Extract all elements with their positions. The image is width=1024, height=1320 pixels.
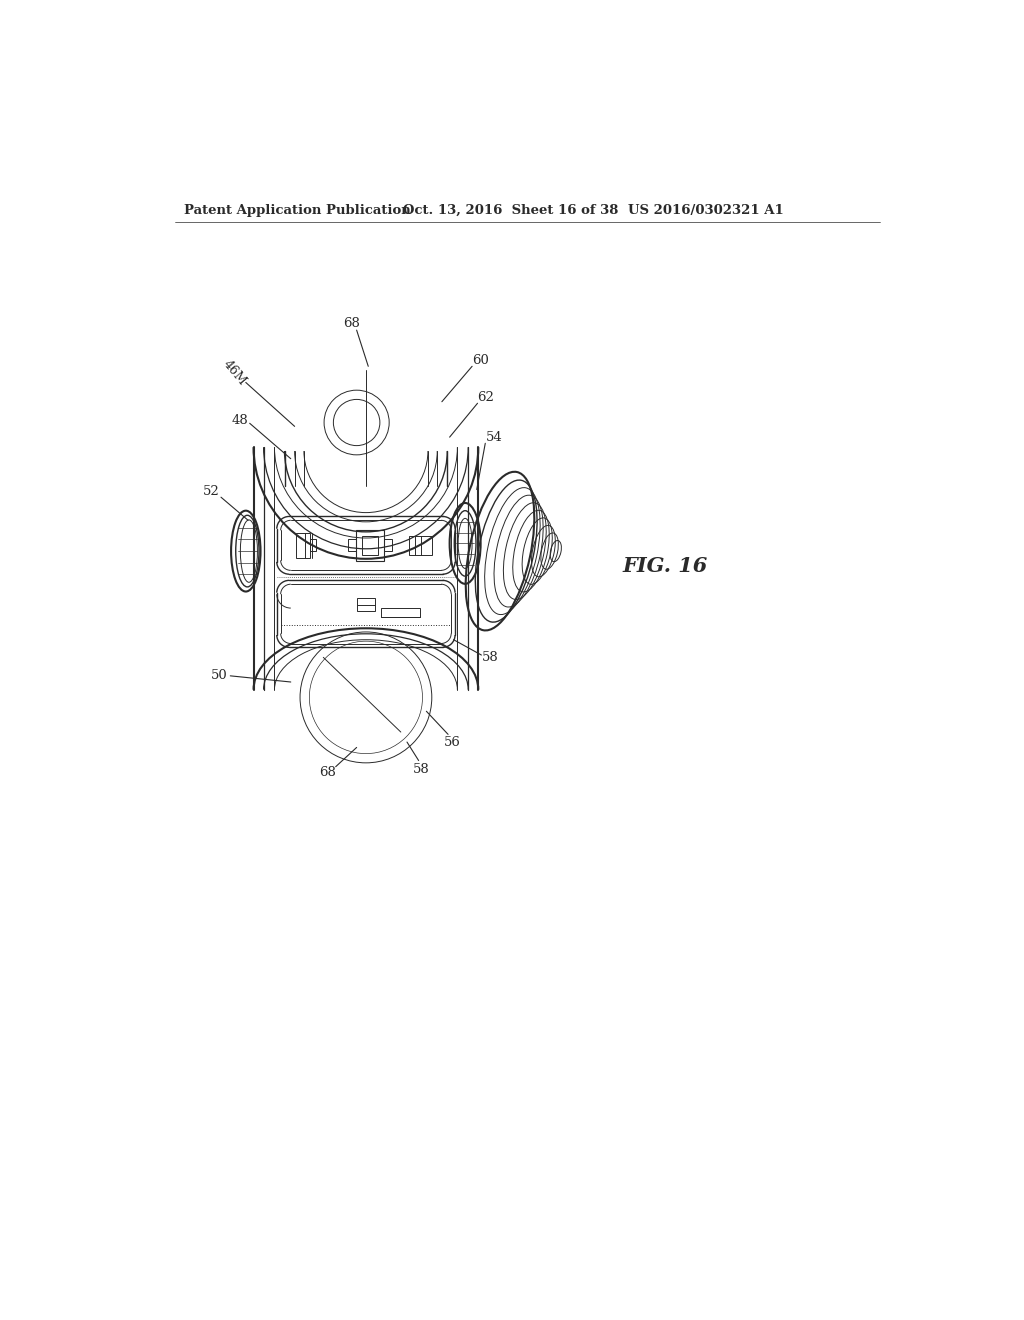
Bar [384, 539, 391, 552]
Bar [296, 533, 310, 557]
Text: 48: 48 [232, 413, 249, 426]
Text: 62: 62 [477, 391, 495, 404]
Text: 52: 52 [204, 484, 220, 498]
Text: 46M: 46M [220, 358, 249, 388]
Text: US 2016/0302321 A1: US 2016/0302321 A1 [628, 205, 783, 218]
Text: FIG. 16: FIG. 16 [623, 557, 708, 577]
Text: 58: 58 [413, 763, 429, 776]
Text: 54: 54 [486, 430, 503, 444]
Bar [356, 598, 375, 611]
Text: 68: 68 [319, 766, 337, 779]
Bar [409, 536, 432, 554]
Text: 68: 68 [343, 317, 359, 330]
Text: Oct. 13, 2016  Sheet 16 of 38: Oct. 13, 2016 Sheet 16 of 38 [403, 205, 618, 218]
Text: 58: 58 [482, 651, 499, 664]
Text: 56: 56 [443, 735, 461, 748]
Bar [348, 539, 356, 552]
Bar [356, 529, 384, 561]
Text: 50: 50 [211, 669, 227, 682]
Bar [310, 539, 316, 552]
Bar [381, 607, 420, 616]
Text: Patent Application Publication: Patent Application Publication [183, 205, 411, 218]
Bar [362, 536, 378, 554]
Text: 60: 60 [472, 354, 489, 367]
